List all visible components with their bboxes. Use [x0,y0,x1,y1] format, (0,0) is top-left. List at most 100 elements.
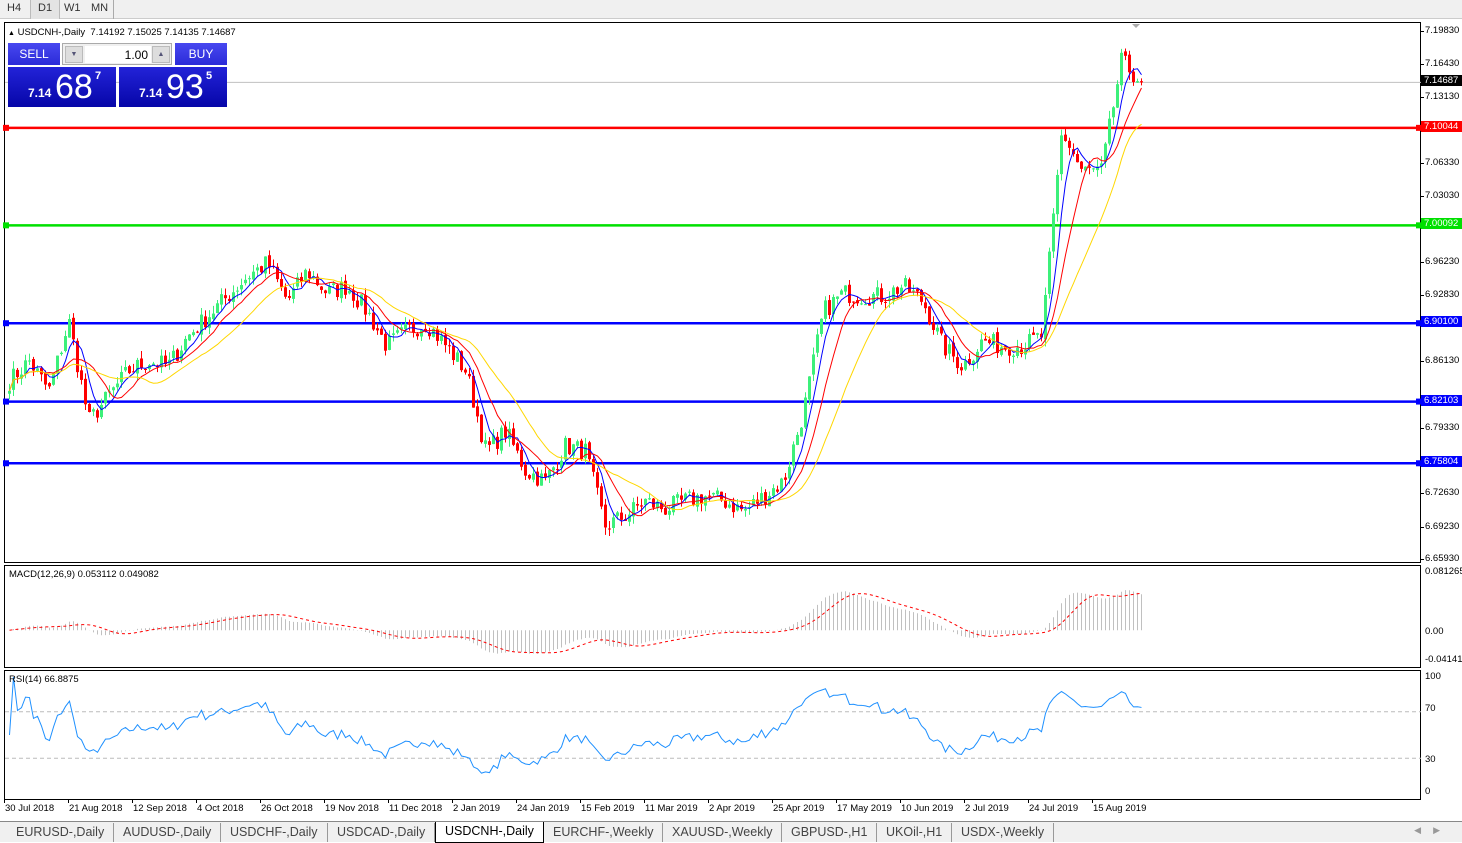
bear-candle [1008,349,1011,356]
level-price-tag: 6.90100 [1421,316,1462,328]
chart-title: ▲ USDCNH-,Daily 7.14192 7.15025 7.14135 … [8,27,236,38]
price-tick [1421,64,1424,66]
bull-candle [8,390,11,394]
bear-candle [488,441,491,445]
timeframe-mn[interactable]: MN [91,2,109,14]
price-chart[interactable]: ▲ USDCNH-,Daily 7.14192 7.15025 7.14135 … [3,22,1422,563]
bear-candle [288,295,291,298]
bull-candle [120,371,123,383]
sell-button[interactable]: SELL [8,43,60,65]
price-chart-canvas [3,24,1422,537]
bull-candle [612,517,615,528]
bear-candle [1032,332,1035,335]
bull-candle [892,287,895,301]
bear-candle [692,492,695,505]
chart-tab[interactable]: EURUSD-,Daily [7,823,115,842]
bear-candle [1132,71,1135,83]
chart-tab[interactable]: USDCNH-,Daily [435,822,544,843]
bull-candle [28,360,31,362]
buy-price[interactable]: 7.14 93 5 [119,67,227,107]
collapse-triangle-icon[interactable]: ▲ [8,30,15,37]
bear-candle [76,340,79,373]
chart-tab[interactable]: EURCHF-,Weekly [544,823,664,842]
bear-candle [784,477,787,480]
bear-candle [1068,140,1071,148]
bull-candle [64,336,67,352]
timeframe-d1[interactable]: D1 [30,0,61,19]
bear-candle [868,303,871,306]
chart-tab[interactable]: USDX-,Weekly [952,823,1055,842]
bull-candle [36,368,39,371]
date-axis-label: 25 Apr 2019 [773,803,825,814]
bull-candle [440,335,443,341]
bull-candle [616,512,619,516]
bull-candle [396,330,399,333]
bear-candle [940,326,943,334]
bear-candle [260,266,263,273]
bear-candle [268,255,271,268]
rsi-title: RSI(14) 66.8875 [9,674,79,685]
rsi-canvas [5,676,1421,774]
bear-candle [16,369,19,378]
macd-pane[interactable]: MACD(12,26,9) 0.053112 0.049082 [4,565,1421,668]
bear-candle [428,332,431,337]
chart-tab[interactable]: AUDUSD-,Daily [114,823,222,842]
bear-candle [700,494,703,504]
bull-candle [216,303,219,314]
ma-slow-line [9,123,1142,511]
bull-candle [328,286,331,294]
chart-tab[interactable]: UKOil-,H1 [877,823,953,842]
bull-candle [232,292,235,302]
bear-candle [84,378,87,405]
sell-price[interactable]: 7.14 68 7 [8,67,116,107]
bull-candle [404,323,407,330]
ohlc-values: 7.14192 7.15025 7.14135 7.14687 [90,27,236,38]
date-tick [836,800,837,803]
bear-candle [276,266,279,280]
bull-candle [392,333,395,335]
timeframe-h4[interactable]: H4 [7,2,22,14]
bear-candle [596,472,599,488]
price-tick [1421,195,1424,197]
rsi-pane[interactable]: RSI(14) 66.8875 [4,670,1421,800]
price-axis-label: 7.06330 [1425,157,1460,169]
bull-candle [212,313,215,320]
date-axis-label: 2 Apr 2019 [709,803,755,814]
buy-button[interactable]: BUY [175,43,227,65]
chart-tab[interactable]: GBPUSD-,H1 [782,823,878,842]
chart-tab[interactable]: USDCAD-,Daily [328,823,436,842]
price-tick [1421,96,1424,98]
bull-candle [676,494,679,498]
bear-candle [640,505,643,507]
bear-candle [436,329,439,341]
bull-candle [92,409,95,412]
decrease-lot-icon[interactable]: ▼ [65,46,83,63]
price-tick [1421,262,1424,264]
price-tick [1421,295,1424,297]
level-handle [1416,320,1422,327]
bear-candle [320,286,323,290]
date-tick [772,800,773,803]
bear-candle [528,475,531,479]
date-tick [708,800,709,803]
bull-candle [684,493,687,500]
sell-price-fraction: 7 [95,70,102,82]
date-tick [196,800,197,803]
bear-candle [444,335,447,346]
lot-size-input[interactable] [85,46,151,63]
bear-candle [372,312,375,330]
bull-candle [492,435,495,445]
date-tick [324,800,325,803]
bull-candle [560,460,563,468]
tab-scroll-arrows-icon[interactable]: ◀▶ [1414,825,1452,835]
level-handle [1416,398,1422,405]
bull-candle [264,256,267,274]
bull-candle [876,287,879,296]
level-handle [3,320,9,327]
timeframe-w1[interactable]: W1 [64,2,81,14]
date-axis-label: 26 Oct 2018 [261,803,313,814]
chart-tab[interactable]: USDCHF-,Daily [221,823,328,842]
bear-candle [908,279,911,293]
increase-lot-icon[interactable]: ▲ [152,46,170,63]
chart-tab[interactable]: XAUUSD-,Weekly [663,823,783,842]
